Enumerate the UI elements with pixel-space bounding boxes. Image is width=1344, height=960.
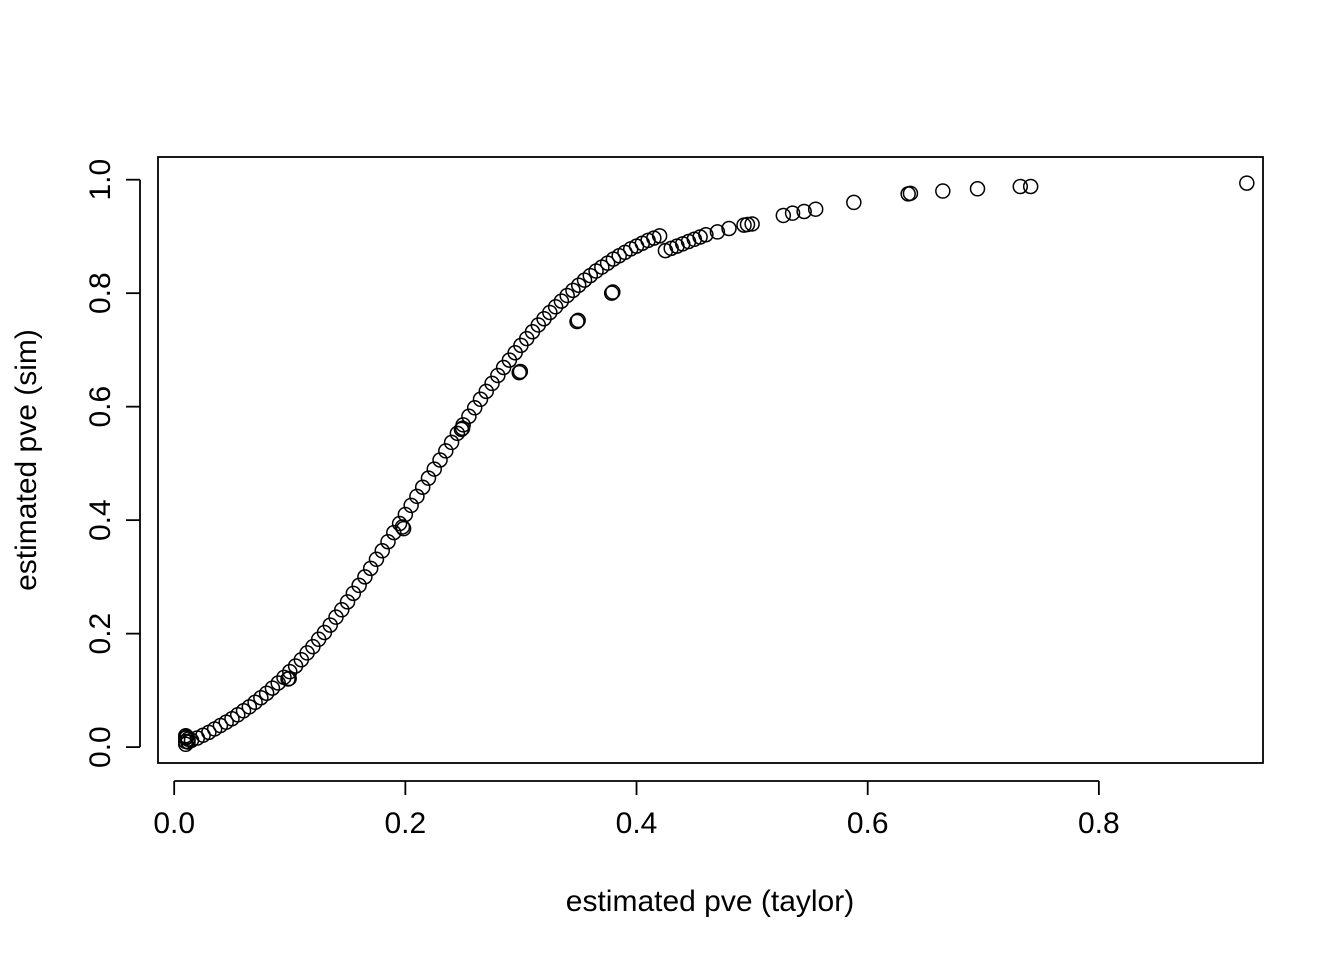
data-point: [739, 216, 756, 233]
data-point: [443, 434, 460, 451]
x-tick-label: 0.8: [1078, 807, 1120, 840]
y-axis-label: estimated pve (sim): [10, 329, 43, 591]
x-tick-label: 0.4: [616, 807, 658, 840]
data-points: [177, 175, 1255, 753]
data-point: [453, 421, 470, 438]
data-point: [605, 284, 621, 300]
data-point: [345, 585, 362, 602]
data-point: [414, 479, 431, 495]
data-point: [426, 461, 442, 477]
data-point: [559, 287, 575, 304]
data-point: [721, 220, 737, 237]
data-point: [784, 205, 801, 221]
data-point: [969, 181, 986, 197]
data-point: [322, 617, 338, 633]
data-point: [264, 680, 281, 696]
data-point: [709, 224, 726, 240]
x-tick-label: 0.0: [153, 807, 195, 840]
data-point: [935, 183, 951, 199]
data-point: [454, 420, 471, 436]
data-point: [281, 670, 297, 687]
x-tick-label: 0.2: [384, 807, 426, 840]
data-point: [512, 363, 529, 380]
data-point: [547, 299, 564, 315]
data-point: [403, 497, 419, 514]
x-tick-label: 0.6: [847, 807, 889, 840]
data-point: [179, 729, 195, 745]
plot-frame: [157, 156, 1264, 764]
data-point: [386, 524, 402, 541]
data-point: [478, 383, 495, 400]
data-point: [339, 594, 356, 610]
data-point: [357, 569, 373, 585]
x-axis: 0.0 0.2 0.4 0.6 0.8: [153, 780, 1120, 840]
data-point: [484, 375, 500, 392]
data-point: [368, 551, 385, 568]
data-point: [651, 228, 668, 244]
data-point: [511, 364, 527, 381]
data-point: [351, 577, 367, 594]
data-point: [902, 185, 919, 202]
data-point: [846, 194, 862, 211]
y-tick-label: 0.2: [84, 613, 117, 655]
data-point: [380, 533, 396, 550]
y-tick-label: 0.8: [84, 272, 117, 314]
data-point: [807, 201, 824, 217]
data-point: [258, 685, 275, 701]
data-point: [490, 367, 506, 384]
data-point: [395, 520, 412, 537]
data-point: [603, 285, 620, 301]
data-point: [282, 663, 298, 680]
y-tick-label: 1.0: [84, 159, 117, 201]
y-tick-label: 0.4: [84, 499, 117, 541]
data-point: [1012, 178, 1029, 195]
data-point: [569, 313, 585, 330]
data-point: [698, 226, 714, 243]
data-point: [1022, 178, 1039, 195]
y-tick-label: 0.0: [84, 726, 117, 768]
data-point: [391, 515, 408, 532]
data-point: [409, 488, 425, 505]
x-axis-label: estimated pve (taylor): [566, 885, 854, 918]
data-point: [432, 452, 448, 468]
data-point: [542, 304, 558, 321]
data-point: [570, 312, 586, 329]
y-axis: 0.0 0.2 0.4 0.6 0.8 1.0: [84, 159, 141, 768]
data-point: [270, 675, 286, 691]
data-point: [420, 470, 437, 486]
data-point: [394, 519, 411, 535]
data-point: [472, 391, 489, 408]
data-point: [334, 602, 350, 618]
y-tick-label: 0.6: [84, 386, 117, 428]
data-point: [466, 400, 483, 416]
data-point: [744, 216, 760, 232]
data-point: [362, 560, 379, 577]
data-point: [449, 425, 466, 442]
data-point: [438, 443, 454, 459]
data-point: [553, 293, 570, 309]
data-point: [461, 408, 477, 425]
data-point: [775, 207, 792, 224]
data-point: [796, 203, 812, 220]
data-point: [570, 277, 587, 293]
data-point: [1239, 175, 1255, 191]
data-point: [374, 543, 390, 559]
data-point: [565, 282, 581, 299]
